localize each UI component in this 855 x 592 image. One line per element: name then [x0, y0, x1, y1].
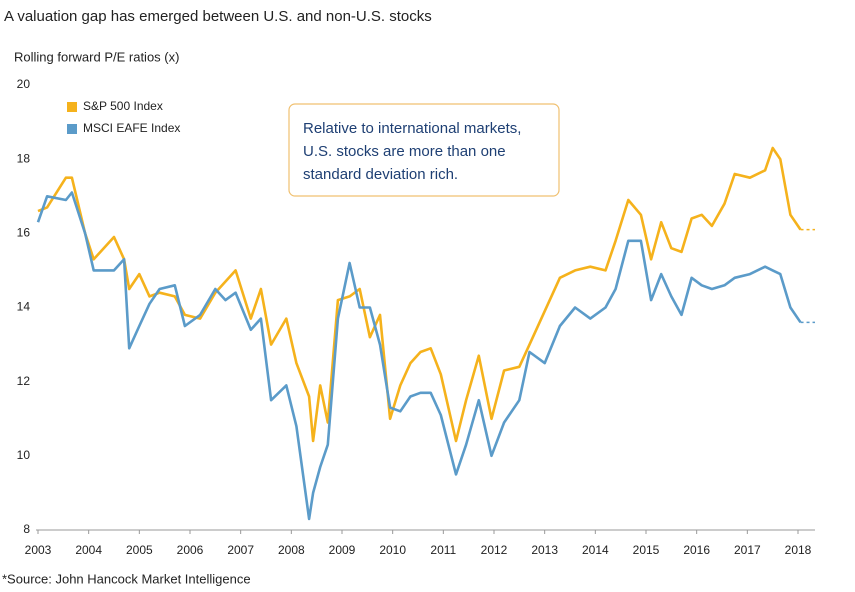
- legend-label: S&P 500 Index: [83, 99, 163, 113]
- x-tick-label: 2012: [481, 543, 508, 557]
- legend-swatch: [67, 102, 77, 112]
- x-tick-label: 2016: [683, 543, 710, 557]
- x-tick-label: 2015: [633, 543, 660, 557]
- y-tick-label: 20: [17, 77, 31, 91]
- x-tick-label: 2011: [430, 543, 456, 557]
- x-tick-label: 2003: [25, 543, 52, 557]
- x-tick-label: 2010: [379, 543, 406, 557]
- y-tick-label: 16: [17, 226, 31, 240]
- legend-label: MSCI EAFE Index: [83, 121, 180, 135]
- x-tick-label: 2018: [785, 543, 812, 557]
- x-tick-label: 2008: [278, 543, 305, 557]
- x-tick-label: 2013: [531, 543, 558, 557]
- x-tick-label: 2006: [177, 543, 204, 557]
- y-axis-label: Rolling forward P/E ratios (x): [14, 49, 179, 64]
- annotation-box: [288, 103, 560, 197]
- x-tick-label: 2005: [126, 543, 153, 557]
- annotation: U.S. stocks are more than one: [303, 143, 506, 160]
- y-tick-label: 18: [17, 151, 31, 165]
- x-tick-label: 2009: [329, 543, 356, 557]
- annotation: Relative to international markets,: [303, 120, 521, 137]
- y-tick-label: 12: [17, 374, 31, 388]
- chart-title: A valuation gap has emerged between U.S.…: [4, 8, 432, 25]
- x-tick-label: 2007: [227, 543, 254, 557]
- source: *Source: John Hancock Market Intelligenc…: [2, 571, 251, 586]
- annotation: standard deviation rich.: [303, 166, 458, 183]
- x-tick-label: 2017: [734, 543, 761, 557]
- y-tick-label: 8: [23, 522, 30, 536]
- x-tick-label: 2004: [75, 543, 102, 557]
- y-tick-label: 10: [17, 448, 31, 462]
- y-tick-label: 14: [17, 300, 31, 314]
- x-tick-label: 2014: [582, 543, 609, 557]
- series-line: [37, 146, 802, 443]
- series-line: [36, 191, 802, 521]
- legend-swatch: [67, 124, 77, 134]
